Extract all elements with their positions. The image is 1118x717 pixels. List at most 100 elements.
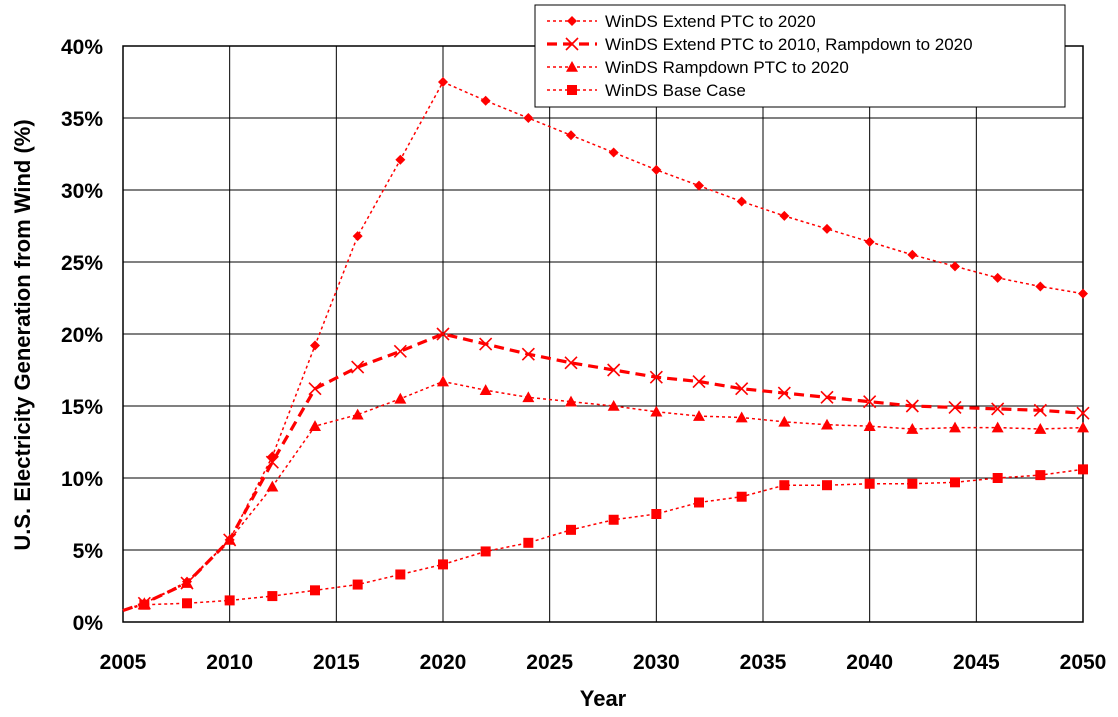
x-marker-stroke <box>308 382 322 396</box>
x-marker-stroke <box>820 390 834 404</box>
y-axis-title: U.S. Electricity Generation from Wind (%… <box>10 119 35 550</box>
data-point <box>607 400 620 411</box>
legend-label: WinDS Rampdown PTC to 2020 <box>605 58 849 77</box>
data-point <box>521 347 535 361</box>
x-marker-stroke <box>265 455 279 469</box>
data-point <box>694 180 704 191</box>
data-point <box>779 210 790 221</box>
data-point <box>437 375 449 387</box>
data-point <box>1078 288 1088 299</box>
data-point <box>822 480 832 491</box>
data-point <box>265 455 279 469</box>
data-point <box>905 399 919 413</box>
data-point <box>438 77 448 87</box>
x-marker-stroke <box>351 360 365 374</box>
data-point <box>950 477 960 488</box>
data-point <box>1077 421 1089 433</box>
legend-box <box>534 4 1066 108</box>
legend-marker <box>566 61 578 72</box>
data-point <box>906 423 919 434</box>
data-point <box>181 577 193 588</box>
x-marker-stroke <box>436 327 450 341</box>
data-point <box>1078 464 1088 475</box>
data-point <box>395 154 406 165</box>
data-point <box>735 382 749 396</box>
legend-marker <box>567 85 577 95</box>
legend-label: WinDS Extend PTC to 2020 <box>605 12 816 31</box>
series-line <box>122 81 1084 612</box>
data-point <box>523 113 534 123</box>
series-4 <box>122 464 1088 612</box>
x-marker-stroke <box>863 395 877 409</box>
data-point <box>991 421 1004 433</box>
data-point <box>480 546 491 557</box>
x-tick-label: 2035 <box>740 651 787 674</box>
x-tick-label: 2025 <box>526 651 573 674</box>
data-point <box>736 491 747 502</box>
series-line <box>122 468 1084 612</box>
legend-entry: WinDS Rampdown PTC to 2020 <box>547 58 849 77</box>
y-tick-label: 10% <box>61 468 103 491</box>
data-point <box>266 480 279 492</box>
data-point <box>907 249 918 260</box>
legend-label: WinDS Extend PTC to 2010, Rampdown to 20… <box>605 35 973 54</box>
data-point <box>479 337 493 351</box>
x-tick-label: 2020 <box>420 651 467 674</box>
y-tick-label: 40% <box>61 36 103 59</box>
data-point <box>1033 403 1047 417</box>
series-1 <box>122 77 1088 612</box>
x-marker-stroke <box>1076 406 1090 420</box>
data-point <box>566 130 576 141</box>
x-marker-stroke <box>393 344 407 358</box>
data-point <box>863 420 876 431</box>
data-point <box>267 591 278 602</box>
x-tick-label: 2050 <box>1060 651 1107 674</box>
x-marker-stroke <box>777 386 791 400</box>
data-point <box>395 569 406 580</box>
data-point <box>778 415 791 427</box>
data-point <box>351 408 364 420</box>
x-axis-title: Year <box>580 686 627 711</box>
grid <box>122 45 1084 623</box>
y-tick-label: 5% <box>73 540 104 563</box>
data-point <box>693 410 705 421</box>
data-point <box>950 261 960 272</box>
legend: WinDS Extend PTC to 2020 WinDS Extend PTC… <box>534 4 1066 108</box>
data-point <box>523 537 534 548</box>
legend-marker <box>567 16 577 26</box>
x-tick-label: 2015 <box>313 651 360 674</box>
data-point <box>692 374 706 389</box>
x-marker-stroke <box>991 402 1005 416</box>
data-point <box>182 598 192 609</box>
data-point <box>820 390 834 404</box>
data-point <box>394 392 407 404</box>
x-marker-stroke <box>692 374 706 389</box>
x-marker-stroke <box>948 400 962 415</box>
data-point <box>352 231 363 242</box>
x-tick-label: 2010 <box>206 651 253 674</box>
data-point <box>864 478 875 489</box>
x-marker-stroke <box>607 363 621 377</box>
y-tick-label: 30% <box>61 180 103 203</box>
data-point <box>608 514 619 525</box>
series-2 <box>122 327 1090 612</box>
data-point <box>649 370 663 384</box>
tick-labels: 2005 2010 2015 2020 2025 2030 2035 2040 2045 2050… <box>61 36 1106 674</box>
series-layer <box>122 77 1090 612</box>
data-point <box>352 579 363 590</box>
data-point <box>992 473 1003 483</box>
y-tick-label: 35% <box>61 108 103 131</box>
data-point <box>607 363 621 377</box>
data-point <box>992 272 1003 283</box>
legend-label: WinDS Base Case <box>605 81 746 100</box>
data-point <box>736 196 747 207</box>
data-point <box>224 595 235 606</box>
x-marker-stroke <box>735 382 749 396</box>
data-point <box>650 405 663 417</box>
data-point <box>777 386 791 400</box>
legend-entry: WinDS Extend PTC to 2010, Rampdown to 20… <box>547 35 973 54</box>
data-point <box>308 382 322 396</box>
data-point <box>351 360 365 374</box>
